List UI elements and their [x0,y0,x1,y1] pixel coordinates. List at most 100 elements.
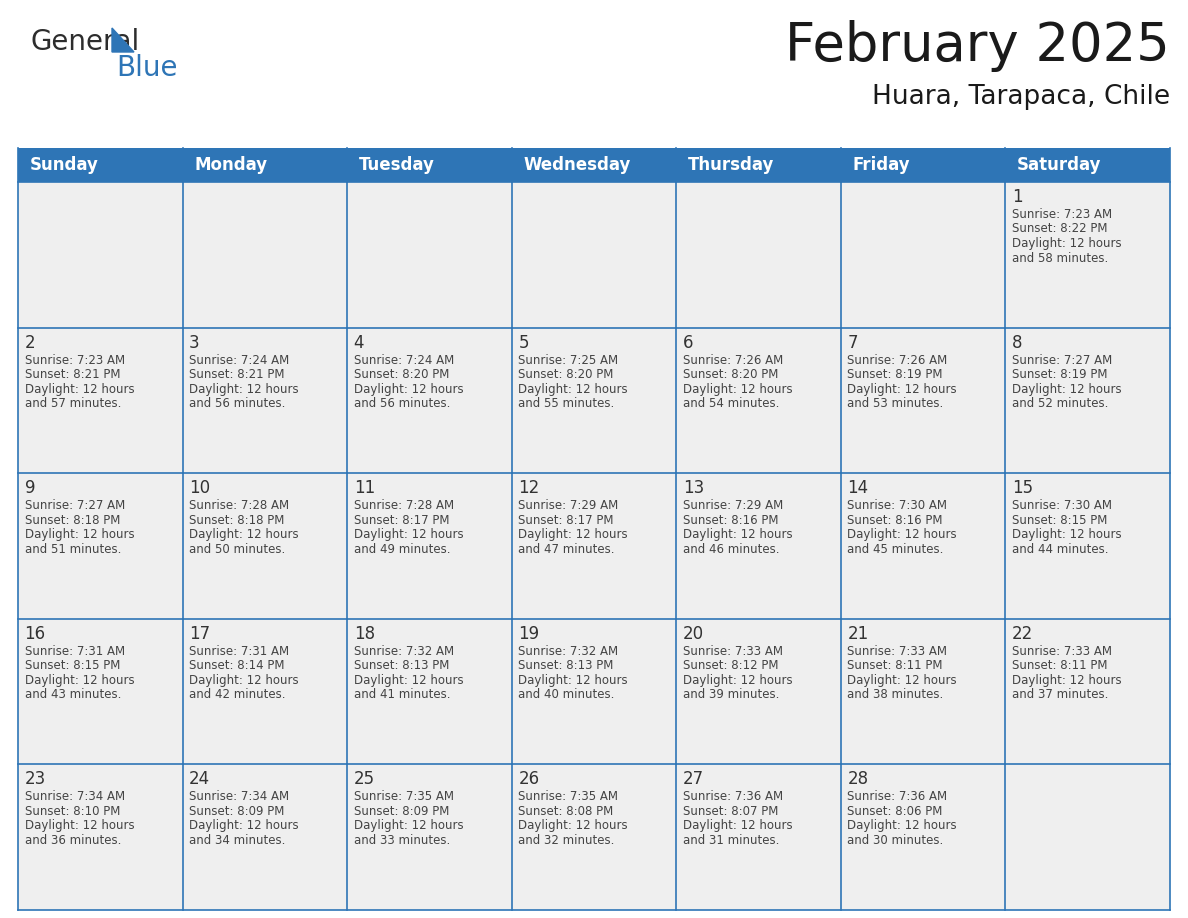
Text: Daylight: 12 hours: Daylight: 12 hours [518,383,628,396]
Polygon shape [112,28,134,52]
Text: and 38 minutes.: and 38 minutes. [847,688,943,701]
Text: and 57 minutes.: and 57 minutes. [25,397,121,410]
Text: Sunset: 8:13 PM: Sunset: 8:13 PM [518,659,614,672]
Text: Sunrise: 7:35 AM: Sunrise: 7:35 AM [518,790,618,803]
Text: 10: 10 [189,479,210,498]
Text: Sunset: 8:10 PM: Sunset: 8:10 PM [25,805,120,818]
Text: Daylight: 12 hours: Daylight: 12 hours [1012,674,1121,687]
Text: Daylight: 12 hours: Daylight: 12 hours [847,820,958,833]
Text: Sunrise: 7:36 AM: Sunrise: 7:36 AM [847,790,948,803]
Bar [18,473,183,619]
Text: Sunrise: 7:34 AM: Sunrise: 7:34 AM [25,790,125,803]
Text: 23: 23 [25,770,46,789]
Text: Sunrise: 7:28 AM: Sunrise: 7:28 AM [354,499,454,512]
Text: and 53 minutes.: and 53 minutes. [847,397,943,410]
Text: Sunrise: 7:29 AM: Sunrise: 7:29 AM [683,499,783,512]
Text: Sunset: 8:14 PM: Sunset: 8:14 PM [189,659,285,672]
Text: Sunrise: 7:26 AM: Sunrise: 7:26 AM [847,353,948,366]
Text: 9: 9 [25,479,36,498]
Bar [841,473,1005,619]
Text: Sunrise: 7:30 AM: Sunrise: 7:30 AM [1012,499,1112,512]
Text: and 40 minutes.: and 40 minutes. [518,688,614,701]
Text: Wednesday: Wednesday [523,156,631,174]
Text: and 36 minutes.: and 36 minutes. [25,834,121,847]
Bar [676,182,841,328]
Text: Sunset: 8:20 PM: Sunset: 8:20 PM [518,368,614,381]
Text: Sunset: 8:20 PM: Sunset: 8:20 PM [354,368,449,381]
Bar [841,619,1005,765]
Text: Sunrise: 7:32 AM: Sunrise: 7:32 AM [354,644,454,658]
Text: Daylight: 12 hours: Daylight: 12 hours [518,528,628,542]
Bar [1005,182,1170,328]
Text: Sunrise: 7:25 AM: Sunrise: 7:25 AM [518,353,619,366]
Text: Sunrise: 7:36 AM: Sunrise: 7:36 AM [683,790,783,803]
Bar [18,182,183,328]
Text: Sunset: 8:17 PM: Sunset: 8:17 PM [354,514,449,527]
Text: 1: 1 [1012,188,1023,206]
Text: Daylight: 12 hours: Daylight: 12 hours [25,383,134,396]
Text: Sunset: 8:09 PM: Sunset: 8:09 PM [354,805,449,818]
Bar [347,182,512,328]
Text: Daylight: 12 hours: Daylight: 12 hours [518,674,628,687]
Text: Daylight: 12 hours: Daylight: 12 hours [847,383,958,396]
Text: Sunrise: 7:34 AM: Sunrise: 7:34 AM [189,790,290,803]
Text: 18: 18 [354,625,375,643]
Bar [676,765,841,910]
Text: 7: 7 [847,333,858,352]
Bar [1005,473,1170,619]
Text: and 54 minutes.: and 54 minutes. [683,397,779,410]
Text: and 44 minutes.: and 44 minutes. [1012,543,1108,555]
Text: Sunrise: 7:35 AM: Sunrise: 7:35 AM [354,790,454,803]
Text: 25: 25 [354,770,375,789]
Text: and 50 minutes.: and 50 minutes. [189,543,285,555]
Text: 11: 11 [354,479,375,498]
Text: Sunrise: 7:27 AM: Sunrise: 7:27 AM [1012,353,1112,366]
Text: Sunrise: 7:33 AM: Sunrise: 7:33 AM [683,644,783,658]
Text: and 58 minutes.: and 58 minutes. [1012,252,1108,264]
Text: Daylight: 12 hours: Daylight: 12 hours [354,820,463,833]
Bar [512,619,676,765]
Text: 12: 12 [518,479,539,498]
Text: 19: 19 [518,625,539,643]
Text: Sunset: 8:06 PM: Sunset: 8:06 PM [847,805,943,818]
Text: February 2025: February 2025 [785,20,1170,72]
Text: Blue: Blue [116,54,177,82]
Bar [841,328,1005,473]
Text: Sunset: 8:20 PM: Sunset: 8:20 PM [683,368,778,381]
Text: Sunset: 8:11 PM: Sunset: 8:11 PM [847,659,943,672]
Text: 17: 17 [189,625,210,643]
Text: Sunset: 8:19 PM: Sunset: 8:19 PM [847,368,943,381]
Text: and 42 minutes.: and 42 minutes. [189,688,285,701]
Text: 24: 24 [189,770,210,789]
Text: and 43 minutes.: and 43 minutes. [25,688,121,701]
Text: and 52 minutes.: and 52 minutes. [1012,397,1108,410]
Text: Daylight: 12 hours: Daylight: 12 hours [25,528,134,542]
Text: 22: 22 [1012,625,1034,643]
Text: 14: 14 [847,479,868,498]
Text: Sunset: 8:09 PM: Sunset: 8:09 PM [189,805,285,818]
Bar [512,473,676,619]
Text: Daylight: 12 hours: Daylight: 12 hours [847,528,958,542]
Text: Sunrise: 7:24 AM: Sunrise: 7:24 AM [189,353,290,366]
Text: Sunset: 8:17 PM: Sunset: 8:17 PM [518,514,614,527]
Text: Sunset: 8:15 PM: Sunset: 8:15 PM [25,659,120,672]
Bar [512,765,676,910]
Bar [1005,765,1170,910]
Text: 3: 3 [189,333,200,352]
Bar [18,148,1170,182]
Text: Daylight: 12 hours: Daylight: 12 hours [354,528,463,542]
Bar [183,619,347,765]
Text: and 56 minutes.: and 56 minutes. [354,397,450,410]
Text: Saturday: Saturday [1017,156,1101,174]
Text: Sunday: Sunday [30,156,99,174]
Text: and 37 minutes.: and 37 minutes. [1012,688,1108,701]
Text: Daylight: 12 hours: Daylight: 12 hours [683,383,792,396]
Text: and 49 minutes.: and 49 minutes. [354,543,450,555]
Bar [347,328,512,473]
Text: Daylight: 12 hours: Daylight: 12 hours [683,528,792,542]
Text: Sunset: 8:18 PM: Sunset: 8:18 PM [189,514,285,527]
Bar [18,619,183,765]
Text: and 31 minutes.: and 31 minutes. [683,834,779,847]
Text: and 32 minutes.: and 32 minutes. [518,834,614,847]
Text: Daylight: 12 hours: Daylight: 12 hours [683,820,792,833]
